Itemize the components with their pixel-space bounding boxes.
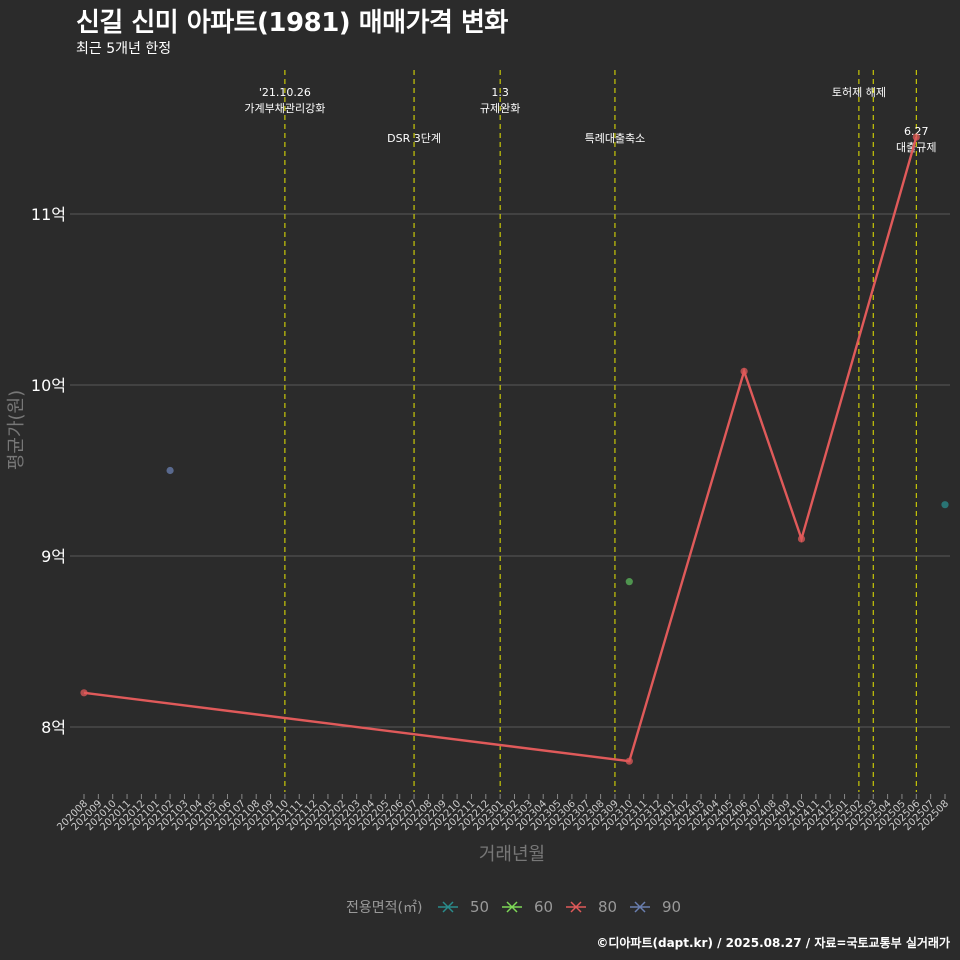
- legend-key-cross: [442, 901, 454, 913]
- y-tick-label: 8억: [41, 718, 66, 737]
- x-axis: 2020082020092020102020112020122021012021…: [55, 794, 951, 833]
- legend-label: 90: [662, 898, 681, 916]
- event-label: '21.10.26: [259, 86, 311, 99]
- legend-key-cross: [634, 901, 646, 913]
- y-tick-label: 9억: [41, 547, 66, 566]
- event-label: 1.3: [491, 86, 509, 99]
- event-label: 대출규제: [896, 141, 936, 154]
- event-label: 토허제 해제: [832, 85, 886, 99]
- x-axis-label: 거래년월: [479, 844, 545, 865]
- event-label: DSR 3단계: [387, 132, 441, 145]
- data-point-80: [625, 757, 633, 765]
- y-gridlines: [70, 213, 950, 728]
- y-axis: 8억 9억 10억 11억: [31, 205, 66, 737]
- y-tick-label: 10억: [31, 376, 66, 395]
- data-point-80: [740, 367, 748, 375]
- data-point-90: [166, 466, 174, 475]
- legend-item-60: 60: [502, 898, 553, 916]
- legend-item-90: 90: [630, 898, 681, 916]
- event-label: 6.27: [904, 125, 929, 138]
- event-label: 가계부채관리강화: [244, 102, 325, 115]
- legend-label: 80: [598, 898, 617, 916]
- legend-key-cross: [506, 901, 518, 913]
- source-caption: ©디아파트(dapt.kr) / 2025.08.27 / 자료=국토교통부 실…: [596, 936, 950, 950]
- y-tick-label: 11억: [31, 205, 66, 224]
- legend: 전용면적(㎡) 50 60 80 90: [346, 898, 681, 916]
- data-point-80: [80, 689, 88, 697]
- legend-title: 전용면적(㎡): [346, 900, 422, 916]
- y-axis-label: 평균가(원): [6, 390, 27, 470]
- chart-subtitle: 최근 5개년 한정: [76, 41, 172, 57]
- data-point-50: [941, 501, 949, 509]
- chart-series: [80, 133, 949, 765]
- event-label: 규제완화: [480, 102, 520, 115]
- legend-label: 60: [534, 898, 553, 916]
- data-point-80: [912, 133, 920, 141]
- data-point-60: [625, 578, 633, 586]
- chart-title: 신길 신미 아파트(1981) 매매가격 변화: [76, 8, 508, 38]
- legend-item-80: 80: [566, 898, 617, 916]
- event-label: 특례대출축소: [585, 132, 646, 145]
- legend-key-cross: [570, 901, 582, 913]
- data-point-80: [797, 535, 806, 543]
- legend-item-50: 50: [438, 898, 489, 916]
- legend-label: 50: [470, 898, 489, 916]
